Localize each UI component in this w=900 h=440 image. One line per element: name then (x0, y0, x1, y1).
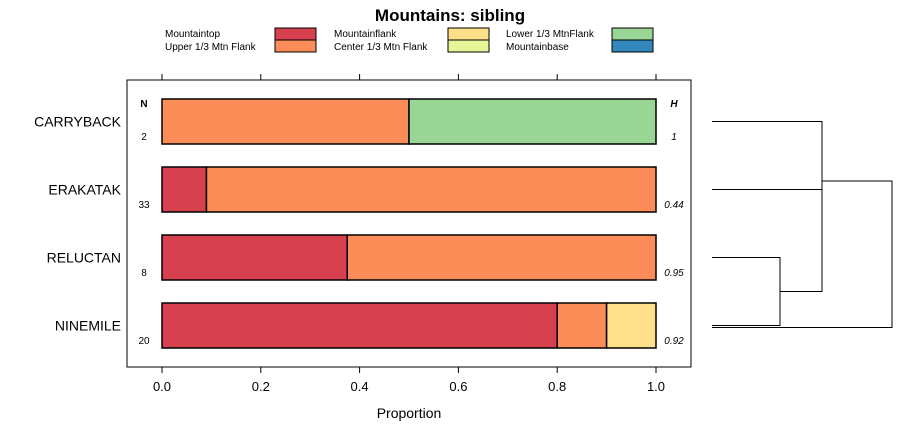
plot-frame (126, 79, 692, 368)
x-tick-label: 0.2 (252, 379, 270, 394)
legend-swatch-lower-1-3-mtnflank (611, 27, 654, 41)
x-tick-label: 0.4 (351, 379, 369, 394)
bar-erakatak-mountaintop (161, 166, 208, 213)
chart-title: Mountains: sibling (375, 6, 525, 25)
legend-label-upper-1-3-mtn-flank: Upper 1/3 Mtn Flank (165, 42, 257, 53)
n-value-erakatak: 33 (138, 200, 150, 211)
bar-reluctan-mountaintop (161, 234, 348, 281)
category-label-reluctan: RELUCTAN (47, 250, 121, 266)
legend-swatch-mountainbase (611, 39, 654, 53)
legend-label-lower-1-3-mtnflank: Lower 1/3 MtnFlank (506, 29, 595, 40)
legend-label-mountaintop: Mountaintop (165, 29, 220, 40)
x-tick-label: 0.0 (153, 379, 171, 394)
bar-ninemile-mountaintop (161, 302, 558, 349)
h-value-carryback: 1 (671, 132, 677, 143)
n-value-reluctan: 8 (141, 268, 147, 279)
h-value-erakatak: 0.44 (664, 200, 684, 211)
h-value-ninemile: 0.92 (664, 336, 684, 347)
legend-label-center-1-3-mtn-flank: Center 1/3 Mtn Flank (334, 42, 428, 53)
h-column-header: H (670, 99, 678, 110)
legend-label-mountainflank: Mountainflank (334, 29, 397, 40)
dendrogram-merge-reluctan-ninemile (712, 257, 781, 326)
h-value-reluctan: 0.95 (664, 268, 684, 279)
n-value-ninemile: 20 (138, 336, 150, 347)
x-tick-label: 0.8 (548, 379, 566, 394)
x-tick-label: 1.0 (647, 379, 665, 394)
legend-label-mountainbase: Mountainbase (506, 42, 569, 53)
bars (161, 98, 657, 349)
category-label-ninemile: NINEMILE (55, 318, 121, 334)
category-label-erakatak: ERAKATAK (48, 182, 121, 198)
bar-carryback-upper-1-3-mtn-flank (161, 98, 410, 145)
category-label-carryback: CARRYBACK (34, 114, 122, 130)
x-axis-title: Proportion (377, 405, 442, 421)
dendrogram-merge-erakatak (712, 189, 823, 292)
n-column-header: N (140, 99, 147, 110)
bar-ninemile-mountainflank (605, 302, 657, 349)
legend: Mountaintop Upper 1/3 Mtn Flank Mountainfl… (165, 27, 654, 53)
legend-swatch-mountaintop (274, 27, 317, 41)
x-axis: 0.0 0.2 0.4 0.6 0.8 1.0 (153, 74, 665, 394)
bar-reluctan-upper-1-3-mtn-flank (346, 234, 657, 281)
legend-swatch-center-1-3-mtn-flank (447, 39, 490, 53)
bar-ninemile-upper-1-3-mtn-flank (556, 302, 608, 349)
row-labels: CARRYBACK 2 1 ERAKATAK 33 0.44 RELUCTAN 8 0.95 NI… (34, 114, 684, 348)
dendrogram (712, 121, 893, 328)
dendrogram-branch-carryback (712, 121, 823, 241)
n-value-carryback: 2 (141, 132, 147, 143)
bar-erakatak-upper-1-3-mtn-flank (205, 166, 657, 213)
legend-swatch-mountainflank (447, 27, 490, 41)
legend-swatch-upper-1-3-mtn-flank (274, 39, 317, 53)
bar-carryback-lower-1-3-mtnflank (408, 98, 657, 145)
x-tick-label: 0.6 (449, 379, 467, 394)
dendrogram-root (712, 180, 893, 328)
